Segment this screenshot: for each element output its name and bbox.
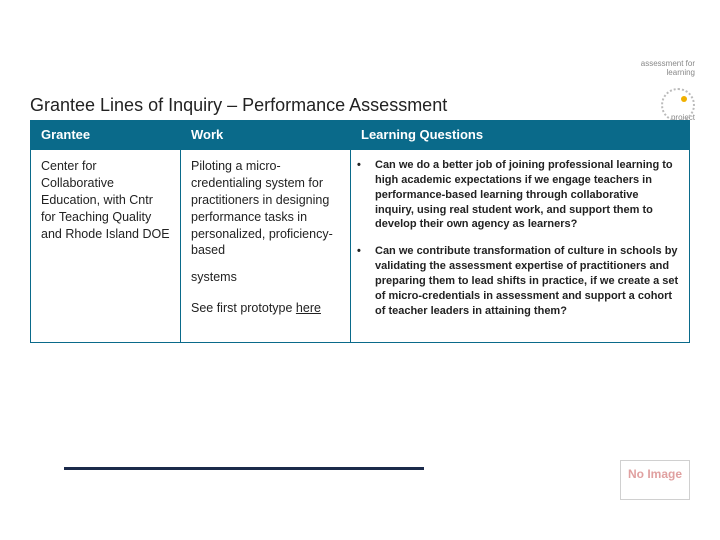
logo-circle xyxy=(661,88,695,122)
cell-learning-questions: • Can we do a better job of joining prof… xyxy=(351,150,689,342)
logo-line2: learning xyxy=(625,69,695,78)
cell-work: Piloting a micro-credentialing system fo… xyxy=(181,150,350,329)
list-item: • Can we contribute transformation of cu… xyxy=(357,244,679,318)
col-header-learning: Learning Questions xyxy=(351,121,689,150)
page-title: Grantee Lines of Inquiry – Performance A… xyxy=(30,95,447,116)
bullet-icon: • xyxy=(357,158,375,232)
divider-rule xyxy=(64,467,424,470)
work-para3: See first prototype here xyxy=(191,300,340,317)
bullet-icon: • xyxy=(357,244,375,318)
no-image-placeholder: No Image xyxy=(620,460,690,500)
lq-text-0: Can we do a better job of joining profes… xyxy=(375,158,679,232)
col-header-grantee: Grantee xyxy=(31,121,181,150)
cell-grantee: Center for Collaborative Education, with… xyxy=(31,150,180,254)
no-image-label: No Image xyxy=(628,467,682,481)
lq-text-1: Can we contribute transformation of cult… xyxy=(375,244,679,318)
work-para3-pre: See first prototype xyxy=(191,301,296,315)
grantee-table: Grantee Work Learning Questions Center f… xyxy=(30,120,690,343)
prototype-link[interactable]: here xyxy=(296,301,321,315)
table-header-row: Grantee Work Learning Questions xyxy=(31,121,689,150)
table-row: Center for Collaborative Education, with… xyxy=(31,150,689,342)
work-para2: systems xyxy=(191,269,340,286)
col-header-work: Work xyxy=(181,121,351,150)
list-item: • Can we do a better job of joining prof… xyxy=(357,158,679,232)
work-para1: Piloting a micro-credentialing system fo… xyxy=(191,158,340,259)
